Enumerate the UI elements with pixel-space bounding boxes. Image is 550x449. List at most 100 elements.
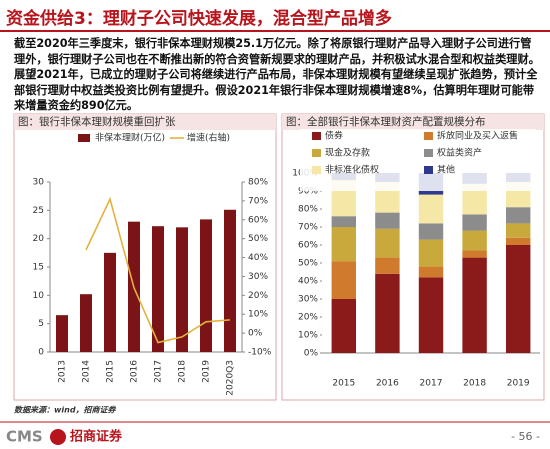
bar <box>152 226 164 352</box>
bar-segment <box>505 223 531 238</box>
bar-segment <box>418 266 444 278</box>
x-tick-label: 2015 <box>106 360 116 383</box>
y-tick-label: 0% <box>304 349 319 359</box>
bar-segment <box>418 194 444 224</box>
bar-segment <box>331 261 357 299</box>
panel-head <box>14 114 276 130</box>
body-text: 截至2020年三季度末，银行非保本理财规模25.1万亿元。除了将原银行理财产品导… <box>14 37 540 113</box>
y2-tick-label: 50% <box>248 234 268 244</box>
y2-tick-label: 60% <box>248 215 268 225</box>
logo-text: 招商证券 <box>70 429 123 445</box>
x-tick-label: 2017 <box>420 379 443 389</box>
line <box>85 196 231 344</box>
bar <box>200 219 212 352</box>
legend-label: 非保本理财(万亿) <box>95 132 165 144</box>
legend-label: 拆放同业及买入返售 <box>437 130 518 142</box>
y2-tick-label: 10% <box>248 310 268 320</box>
y2-tick-label: 70% <box>248 196 268 206</box>
legend-swatch <box>424 166 433 174</box>
y-tick-label: 0 <box>38 348 44 358</box>
x-tick-label: 2017 <box>154 360 164 383</box>
x-tick-label: 2019 <box>507 379 530 389</box>
source: 数据来源：wind，招商证券 <box>14 406 117 415</box>
legend-swatch <box>312 149 321 157</box>
bar-segment <box>331 227 357 262</box>
panel <box>13 113 277 401</box>
x-tick-label: 2018 <box>178 360 188 383</box>
bar <box>224 209 236 352</box>
y-tick-label: 50% <box>298 259 318 269</box>
page-number: - 56 - <box>511 430 540 443</box>
bar-segment <box>462 230 487 251</box>
y-tick-label: 90% <box>298 187 318 197</box>
legend-label: 非标准化债权 <box>325 164 379 176</box>
legend-swatch <box>312 132 321 140</box>
legend-label: 债券 <box>325 130 343 142</box>
legend-label: 其他 <box>437 164 455 176</box>
bar-segment <box>418 239 444 267</box>
y2-tick-label: 80% <box>248 178 268 188</box>
y-tick-label: 25 <box>33 206 44 216</box>
title-rule <box>0 30 550 32</box>
y-tick-label: 60% <box>298 241 318 251</box>
x-tick-label: 2015 <box>332 379 355 389</box>
y-tick-label: 5 <box>38 319 44 329</box>
y-tick-label: 30 <box>33 178 45 188</box>
bar <box>80 294 92 352</box>
legend-label: 增速(右轴) <box>187 132 230 144</box>
x-tick-label: 2018 <box>463 379 486 389</box>
chart-title: 图：全部银行非保本理财资产配置规模分布 <box>286 115 486 128</box>
y2-tick-label: 20% <box>248 291 268 301</box>
legend-swatch <box>424 149 433 157</box>
legend-bg <box>300 129 536 191</box>
y-tick-label: 15 <box>33 263 44 273</box>
bar-segment <box>462 257 487 353</box>
bar <box>104 252 116 352</box>
bar-segment <box>375 257 400 274</box>
y-tick-label: 10% <box>298 331 318 341</box>
legend-swatch <box>78 134 90 142</box>
bar-segment <box>331 299 357 353</box>
x-tick-label: 2019 <box>202 360 212 383</box>
y-tick-label: 80% <box>298 205 318 215</box>
y-tick-label: 30% <box>298 295 318 305</box>
legend-label: 权益类资产 <box>437 147 482 159</box>
x-tick-label: 2020Q3 <box>226 360 236 396</box>
bar-segment <box>462 250 487 258</box>
legend-label: 现金及存款 <box>325 147 370 159</box>
bar-segment <box>505 237 531 245</box>
y2-tick-label: 30% <box>248 272 268 282</box>
y-tick-label: 20 <box>33 234 45 244</box>
x-tick-label: 2016 <box>376 379 399 389</box>
chart-title: 图：银行非保本理财规模重回扩张 <box>18 115 176 128</box>
bar <box>56 315 68 352</box>
y-tick-label: 40% <box>298 277 318 287</box>
legend-swatch <box>424 132 433 140</box>
slide-title: 资金供给3：理财子公司快速发展，混合型产品增多 <box>6 9 392 29</box>
bar-segment <box>505 207 531 224</box>
y2-tick-label: 40% <box>248 253 268 263</box>
bar <box>176 227 188 352</box>
y-tick-label: 70% <box>298 223 318 233</box>
bar-segment <box>505 245 531 353</box>
x-tick-label: 2014 <box>82 360 92 383</box>
x-tick-label: 2016 <box>130 360 140 383</box>
y-tick-label: 10 <box>33 291 45 301</box>
bar-segment <box>375 228 400 258</box>
panel-head <box>282 114 544 130</box>
bar-segment <box>375 273 400 353</box>
logo-icon <box>50 429 66 445</box>
bar-segment <box>331 216 357 227</box>
y2-tick-label: 0% <box>248 329 263 339</box>
bar-segment <box>418 223 444 240</box>
x-tick-label: 2013 <box>58 360 68 383</box>
y2-tick-label: -10% <box>248 348 272 358</box>
bar-segment <box>418 277 444 353</box>
bar-segment <box>462 214 487 231</box>
brand: CMS <box>6 428 43 446</box>
y-tick-label: 20% <box>298 313 318 323</box>
bar-segment <box>375 212 400 229</box>
legend-swatch <box>312 166 321 174</box>
